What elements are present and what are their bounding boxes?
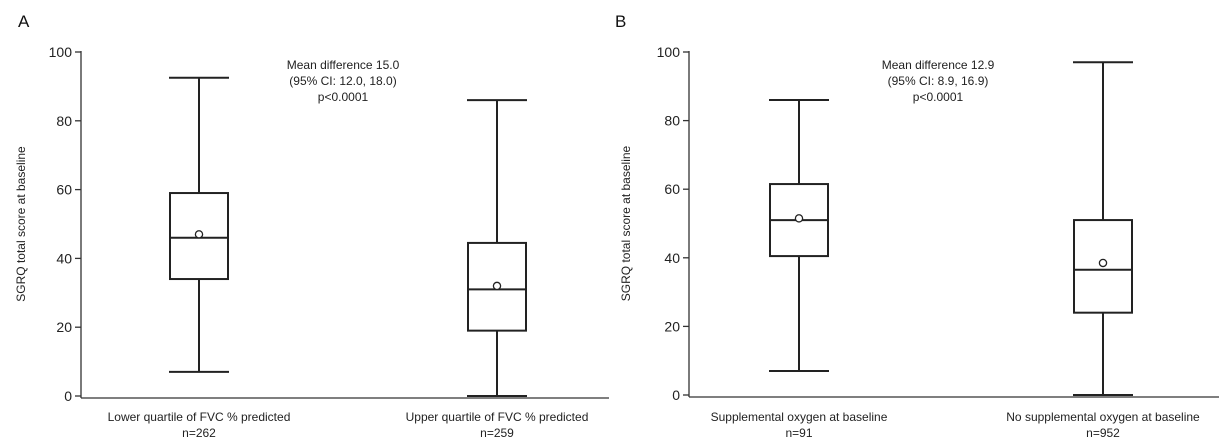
y-axis-title: SGRQ total score at baseline (619, 145, 633, 301)
y-tick-label: 60 (664, 181, 680, 197)
annotation-line: p<0.0001 (913, 90, 964, 104)
x-category-n: n=262 (182, 426, 216, 440)
x-category-label: Supplemental oxygen at baseline (711, 410, 888, 424)
x-category-n: n=91 (785, 426, 812, 440)
mean-marker (194, 230, 204, 239)
mean-marker (794, 214, 804, 223)
y-tick-label: 100 (657, 44, 681, 60)
y-tick-label: 40 (56, 250, 72, 266)
y-tick-label: 0 (672, 387, 680, 403)
x-category-label: No supplemental oxygen at baseline (1006, 410, 1200, 424)
panel-b: B 0 20 40 60 80 100 SGRQ total score at baseli… (609, 0, 1219, 442)
mean-marker (1098, 258, 1108, 268)
annotation-line: p<0.0001 (318, 90, 369, 104)
x-category-label: Lower quartile of FVC % predicted (108, 410, 291, 424)
annotation-line: Mean difference 15.0 (287, 58, 400, 72)
y-tick-label: 80 (664, 113, 680, 129)
y-axis-title: SGRQ total score at baseline (14, 146, 28, 302)
y-tick-label: 100 (49, 44, 73, 60)
annotation-line: (95% CI: 12.0, 18.0) (289, 74, 396, 88)
mean-marker (492, 281, 502, 291)
y-tick-label: 80 (56, 113, 72, 129)
boxplot-a: 0 20 40 60 80 100 SGRQ total score at baseline… (14, 44, 609, 440)
x-category-n: n=259 (480, 426, 514, 440)
x-category-n: n=952 (1086, 426, 1120, 440)
boxplot-b: 0 20 40 60 80 100 SGRQ total score at baseline… (619, 44, 1219, 440)
panel-a: A 0 20 40 60 80 100 SGRQ total score at baseli… (0, 0, 609, 442)
y-tick-label: 60 (56, 182, 72, 198)
panel-a-label: A (18, 12, 30, 31)
y-tick-label: 40 (664, 250, 680, 266)
y-tick-label: 20 (56, 319, 72, 335)
y-tick-label: 20 (664, 318, 680, 334)
x-category-label: Upper quartile of FVC % predicted (406, 410, 589, 424)
annotation-line: Mean difference 12.9 (882, 58, 995, 72)
y-tick-label: 0 (64, 388, 72, 404)
panel-b-label: B (615, 12, 627, 31)
annotation-line: (95% CI: 8.9, 16.9) (888, 74, 989, 88)
